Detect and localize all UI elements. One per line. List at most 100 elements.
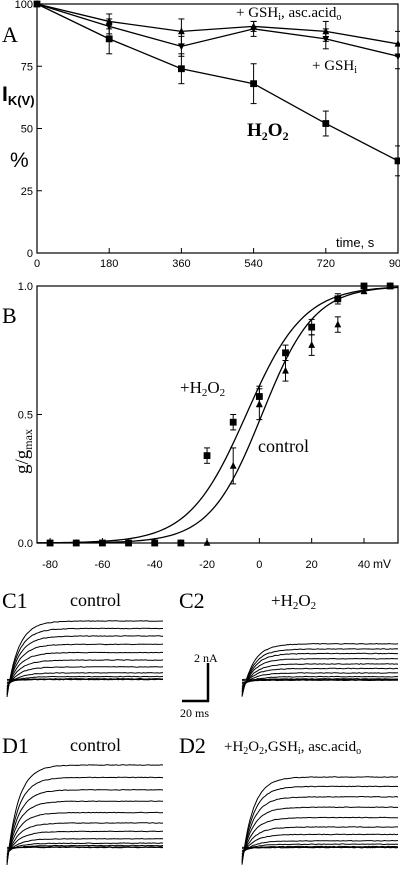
x-tick-label-0: 0	[34, 258, 40, 270]
point-b-1-4	[151, 539, 159, 546]
trace-1-0	[241, 642, 399, 697]
point-b-0-6	[203, 452, 211, 460]
point-b-1-7	[229, 461, 237, 469]
y-tick-label-50: 50	[21, 124, 33, 136]
y-tick-label-25: 25	[21, 186, 33, 198]
annotation-b-h2o2: +H2O2	[180, 378, 225, 399]
point-b-1-11	[334, 320, 342, 328]
b-y-tick-label-1.0: 1.0	[18, 281, 33, 293]
trace-2-9	[6, 844, 164, 851]
point-a-1-5	[394, 53, 400, 61]
point-b-0-7	[229, 418, 237, 426]
trace-1-1	[241, 648, 399, 696]
trace-2-8	[6, 842, 164, 853]
point-a-1-2	[178, 43, 185, 51]
trace-1-7	[241, 675, 399, 686]
trace-2-5	[6, 822, 164, 858]
panel-b-label: B	[2, 303, 17, 328]
trace-2-2	[6, 788, 164, 862]
trace-2-6	[6, 830, 164, 856]
point-a-2-5	[394, 157, 400, 165]
trace-1-2	[241, 652, 399, 694]
series-line-a-0	[36, 3, 399, 45]
panel-d1-title: control	[70, 735, 121, 755]
panel-a-ylabel: IK(V)	[2, 83, 35, 108]
panel-d1-label: D1	[2, 733, 29, 758]
series-line-a-2	[36, 3, 399, 162]
point-a-2-4	[322, 120, 330, 127]
trace-0-8	[6, 675, 164, 685]
panel-c: C1 control C2 +H2O2 2 nA 20 ms	[2, 588, 399, 720]
trace-2-1	[6, 776, 164, 864]
point-a-0-2	[178, 27, 185, 35]
panel-d2-title: +H2O2,GSHi, asc.acido	[224, 739, 361, 757]
point-b-1-0	[46, 539, 54, 546]
point-b-1-8	[255, 400, 263, 408]
trace-0-7	[6, 672, 163, 687]
panel-b-ticks: -80 -60 -40 -20 0 20 40 0.0 0.5 1.0	[18, 281, 370, 571]
d2-traces	[241, 776, 399, 865]
trace-3-2	[241, 795, 399, 862]
point-b-1-3	[125, 539, 132, 546]
series-line-a-1	[36, 3, 399, 57]
y-tick-label-75: 75	[21, 61, 33, 73]
panel-b-ylabel: g/gmax	[12, 429, 35, 474]
trace-0-5	[6, 659, 164, 690]
annotation-b-control: control	[258, 436, 309, 456]
point-a-0-5	[394, 39, 400, 47]
panel-b-series	[36, 282, 399, 547]
trace-1-11	[241, 678, 399, 681]
panel-a-frame	[36, 3, 399, 254]
trace-2-11	[6, 846, 163, 849]
point-a-1-4	[322, 36, 330, 43]
b-x-tick-label-20: 20	[306, 559, 318, 571]
trace-3-3	[241, 806, 399, 861]
b-x-tick-label--20: -20	[199, 559, 215, 571]
x-tick-label-720: 720	[317, 258, 335, 270]
point-b-0-11	[334, 295, 342, 303]
b-x-tick-label-40: 40	[358, 559, 370, 571]
point-b-1-13	[386, 282, 394, 289]
c1-traces	[6, 620, 164, 698]
trace-2-3	[6, 800, 164, 861]
panel-b-xunit: mV	[373, 557, 391, 571]
panel-a-series	[33, 0, 400, 177]
trace-0-11	[6, 678, 164, 681]
panel-a: A IK(V) % + GSHi, asc.acido + GSHi H2O2 …	[2, 0, 400, 270]
b-x-tick-label-0: 0	[256, 559, 262, 571]
point-a-2-3	[250, 80, 257, 88]
trace-3-9	[241, 845, 399, 852]
annotation-h2o2: H2O2	[247, 120, 289, 143]
x-tick-label-360: 360	[172, 258, 190, 270]
panel-c1-label: C1	[2, 588, 28, 613]
point-b-1-10	[308, 341, 316, 348]
panel-b-frame	[36, 285, 399, 544]
trace-3-7	[241, 839, 399, 855]
point-b-0-12	[360, 282, 368, 290]
fit-curve-b-0	[36, 286, 399, 544]
point-b-1-2	[98, 539, 106, 546]
point-b-1-12	[360, 287, 368, 294]
point-b-1-1	[72, 539, 80, 546]
trace-3-4	[241, 816, 399, 859]
trace-2-7	[6, 837, 164, 855]
b-x-tick-label--80: -80	[42, 559, 58, 571]
trace-0-4	[6, 651, 164, 691]
trace-0-3	[6, 643, 164, 693]
panel-b: B g/gmax +H2O2 control mV -80 -60 -40 -20 0 2…	[2, 281, 399, 571]
trace-3-6	[241, 833, 399, 856]
trace-1-5	[241, 667, 399, 689]
scale-bar: 2 nA 20 ms	[180, 651, 218, 720]
panel-a-xunit: time, s	[336, 235, 375, 250]
x-tick-label-180: 180	[100, 258, 118, 270]
annotation-gsh-asc: + GSHi, asc.acido	[236, 5, 341, 23]
fit-curve-b-1	[37, 286, 399, 544]
y-tick-label-100: 100	[15, 0, 33, 11]
b-x-tick-label--60: -60	[94, 559, 110, 571]
point-b-0-10	[308, 323, 316, 331]
scale-current: 2 nA	[194, 651, 218, 665]
point-a-2-0	[33, 0, 41, 8]
trace-3-0	[241, 776, 399, 865]
annotation-gsh: + GSHi	[312, 58, 357, 76]
